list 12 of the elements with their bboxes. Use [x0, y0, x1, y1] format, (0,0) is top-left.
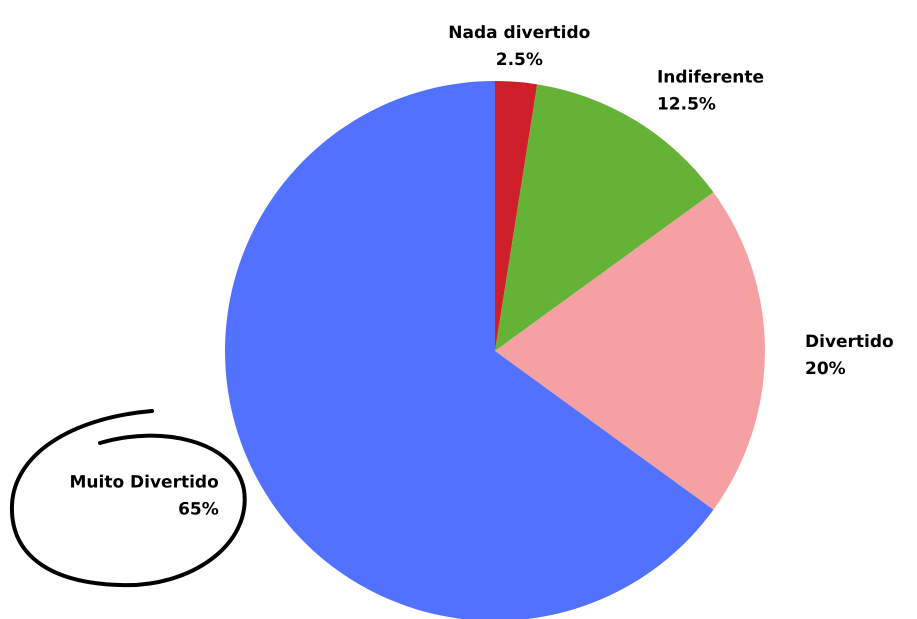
slice-label: Muito Divertido — [69, 472, 219, 493]
pie-slice — [225, 81, 714, 619]
data-label: 65% — [178, 500, 219, 520]
data-label: 20% — [805, 359, 846, 379]
slice-label: Indiferente — [656, 68, 764, 88]
pie-slice — [495, 192, 765, 510]
pie-slice — [495, 84, 714, 351]
pie-slice — [495, 81, 538, 351]
slice-label: Divertido — [805, 332, 894, 352]
slice-label: Nada divertido — [448, 22, 590, 43]
data-label: 12.5% — [656, 94, 716, 115]
data-label: 2.5% — [496, 50, 543, 70]
